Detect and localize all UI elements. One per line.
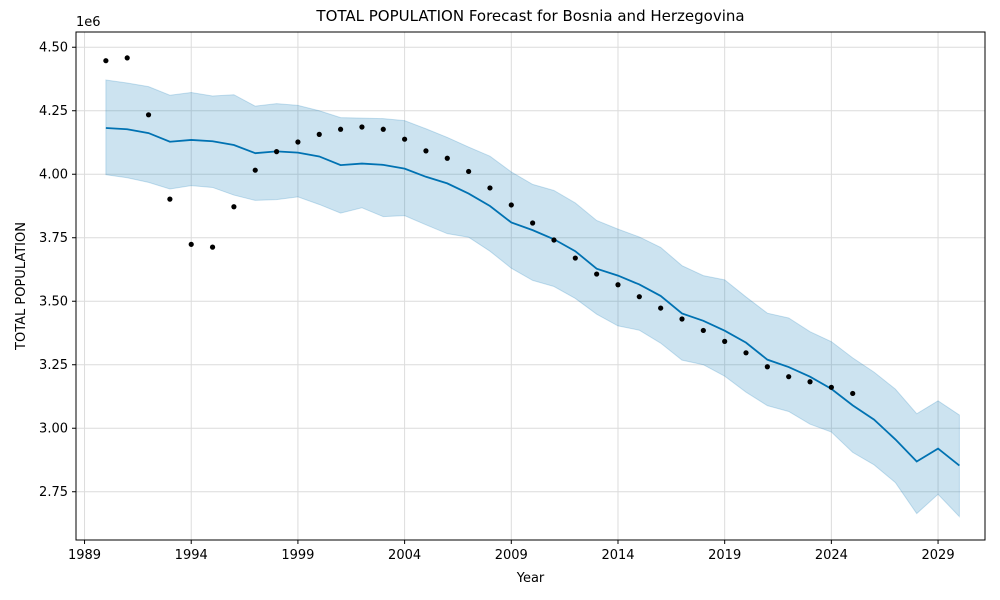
confidence-interval-band	[105, 79, 960, 518]
observed-point	[850, 390, 856, 397]
observed-point	[615, 282, 621, 288]
y-axis-label: TOTAL POPULATION	[14, 222, 29, 351]
observed-point	[743, 350, 749, 356]
axis-ticks: 1989 1994 1999 2004 2009 2014 2019 2024 2029 2.75…	[39, 41, 955, 563]
observed-point	[316, 131, 322, 137]
y-tick-label: 4.00	[39, 168, 68, 183]
observed-point	[594, 271, 600, 277]
observed-point	[679, 316, 685, 322]
x-tick-label: 2004	[388, 548, 421, 563]
y-tick-label: 3.00	[39, 422, 68, 437]
y-tick-label: 2.75	[39, 485, 68, 500]
observed-point	[487, 185, 493, 191]
x-tick-label: 2014	[601, 548, 634, 563]
observed-point	[167, 196, 173, 202]
observed-point	[103, 58, 109, 64]
x-tick-label: 1994	[175, 548, 208, 563]
x-tick-label: 1989	[68, 548, 101, 563]
observed-point	[807, 379, 813, 385]
y-axis-offset-label: 1e6	[76, 15, 101, 30]
y-tick-label: 3.50	[39, 295, 68, 310]
observed-point	[444, 155, 450, 161]
x-tick-label: 2009	[495, 548, 528, 563]
observed-point	[359, 124, 365, 130]
observed-point	[423, 148, 429, 154]
observed-point	[508, 202, 514, 208]
x-tick-label: 2019	[708, 548, 741, 563]
forecast-line	[105, 127, 960, 467]
y-tick-label: 4.25	[39, 104, 68, 119]
observed-point	[722, 338, 728, 344]
observed-point	[124, 55, 130, 61]
observed-point	[252, 167, 258, 173]
observed-point	[466, 168, 472, 175]
x-axis-label: Year	[516, 571, 545, 586]
observed-point	[188, 241, 194, 247]
observed-point	[636, 294, 642, 300]
observed-point	[530, 220, 536, 226]
observed-point	[273, 149, 280, 155]
observed-point	[828, 384, 834, 390]
observed-point	[145, 112, 152, 118]
observed-point	[380, 126, 386, 132]
observed-point	[700, 327, 706, 334]
y-tick-label: 4.50	[39, 41, 68, 56]
observed-point	[764, 364, 770, 370]
observed-point	[402, 136, 408, 142]
observed-point	[209, 244, 216, 250]
chart-title: TOTAL POPULATION Forecast for Bosnia and…	[315, 7, 744, 25]
observed-point	[337, 126, 344, 132]
observed-point	[551, 237, 557, 243]
y-tick-label: 3.25	[39, 358, 68, 373]
observed-point	[658, 305, 664, 311]
observed-point	[786, 374, 792, 380]
observed-points	[103, 55, 856, 397]
observed-point	[231, 204, 237, 210]
observed-point	[295, 139, 301, 145]
observed-point	[572, 255, 578, 261]
x-tick-label: 2029	[922, 548, 955, 563]
plot-frame	[75, 31, 986, 541]
x-tick-label: 1999	[281, 548, 314, 563]
y-tick-label: 3.75	[39, 231, 68, 246]
x-tick-label: 2024	[815, 548, 848, 563]
